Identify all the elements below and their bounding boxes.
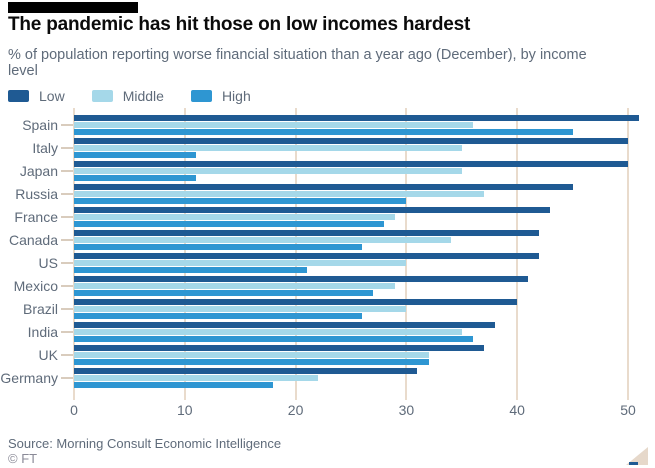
chart-row-italy: Italy — [0, 138, 655, 158]
bar-russia-low — [74, 184, 573, 190]
chart-subtitle: % of population reporting worse financia… — [8, 47, 587, 79]
x-axis-tick-label-20: 20 — [287, 402, 304, 418]
bar-us-high — [74, 267, 307, 273]
ft-credit: © FT — [8, 451, 38, 466]
bar-spain-high — [74, 129, 573, 135]
bar-spain-low — [74, 115, 640, 121]
bar-italy-high — [74, 152, 196, 158]
x-axis-tick-label-50: 50 — [620, 402, 636, 418]
bar-russia-middle — [74, 191, 484, 197]
y-axis-tick — [61, 377, 73, 379]
y-axis-tick — [61, 170, 73, 172]
bar-canada-low — [74, 230, 540, 236]
bar-canada-high — [74, 244, 363, 250]
bar-india-high — [74, 336, 473, 342]
legend-item-low: Low — [8, 88, 65, 104]
category-label: Spain — [22, 117, 58, 133]
bar-brazil-high — [74, 313, 363, 319]
resize-handle-mark-icon — [629, 462, 638, 465]
x-axis-tick-label-30: 30 — [398, 402, 415, 418]
chart-row-germany: Germany — [0, 368, 655, 388]
legend-swatch-high — [190, 90, 212, 102]
bar-chart: Spain Italy Japan Russia France Canada US Mexic… — [0, 108, 655, 400]
chart-row-canada: Canada — [0, 230, 655, 250]
bar-mexico-high — [74, 290, 374, 296]
bar-spain-middle — [74, 122, 473, 128]
bar-russia-high — [74, 198, 407, 204]
bar-japan-middle — [74, 168, 462, 174]
legend-swatch-middle — [91, 90, 113, 102]
legend-label: Middle — [122, 88, 164, 104]
chart-row-france: France — [0, 207, 655, 227]
brand-bar — [8, 2, 138, 13]
category-label: Germany — [0, 370, 58, 386]
bar-france-high — [74, 221, 385, 227]
bar-brazil-low — [74, 299, 518, 305]
y-axis-tick — [61, 193, 73, 195]
bar-france-middle — [74, 214, 396, 220]
category-label: US — [38, 255, 58, 271]
y-axis-tick — [61, 124, 73, 126]
bar-germany-high — [74, 382, 274, 388]
category-label: Russia — [15, 186, 58, 202]
bar-india-low — [74, 322, 496, 328]
y-axis-tick — [61, 262, 73, 264]
bar-germany-low — [74, 368, 418, 374]
gridline-50 — [627, 108, 629, 400]
category-label: Canada — [8, 232, 58, 248]
y-axis-tick — [61, 216, 73, 218]
bar-uk-middle — [74, 352, 429, 358]
legend: Low Middle High — [8, 88, 278, 104]
y-axis-tick — [61, 331, 73, 333]
bar-us-middle — [74, 260, 407, 266]
bar-brazil-middle — [74, 306, 407, 312]
bar-canada-middle — [74, 237, 451, 243]
chart-row-mexico: Mexico — [0, 276, 655, 296]
x-axis-tick-label-40: 40 — [509, 402, 525, 418]
bar-mexico-low — [74, 276, 529, 282]
category-label: Mexico — [13, 278, 58, 294]
chart-row-us: US — [0, 253, 655, 273]
category-label: Brazil — [22, 301, 58, 317]
bar-mexico-middle — [74, 283, 396, 289]
chart-row-brazil: Brazil — [0, 299, 655, 319]
chart-title: The pandemic has hit those on low income… — [8, 14, 471, 35]
category-label: UK — [38, 347, 58, 363]
legend-label: High — [221, 88, 251, 104]
category-label: India — [27, 324, 58, 340]
y-axis-tick — [61, 308, 73, 310]
legend-item-middle: Middle — [91, 88, 164, 104]
chart-row-uk: UK — [0, 345, 655, 365]
bar-india-middle — [74, 329, 462, 335]
bar-japan-high — [74, 175, 196, 181]
chart-row-india: India — [0, 322, 655, 342]
chart-row-russia: Russia — [0, 184, 655, 204]
category-label: France — [14, 209, 58, 225]
resize-handle-icon[interactable] — [626, 447, 648, 465]
category-label: Japan — [19, 163, 58, 179]
y-axis-tick — [61, 239, 73, 241]
source-line: Source: Morning Consult Economic Intelli… — [8, 436, 282, 451]
chart-row-japan: Japan — [0, 161, 655, 181]
legend-swatch-low — [8, 90, 29, 102]
bar-italy-low — [74, 138, 628, 144]
x-axis-tick-label-10: 10 — [177, 402, 193, 418]
legend-label: Low — [39, 88, 65, 104]
bar-uk-high — [74, 359, 429, 365]
legend-item-high: High — [190, 88, 251, 104]
bar-us-low — [74, 253, 540, 259]
bar-japan-low — [74, 161, 628, 167]
x-axis-tick-label-0: 0 — [70, 402, 78, 418]
bar-uk-low — [74, 345, 484, 351]
y-axis-tick — [61, 354, 73, 356]
bar-italy-middle — [74, 145, 462, 151]
chart-row-spain: Spain — [0, 115, 655, 135]
y-axis-tick — [61, 147, 73, 149]
y-axis-tick — [61, 285, 73, 287]
category-label: Italy — [32, 140, 58, 156]
bar-germany-middle — [74, 375, 318, 381]
bar-france-low — [74, 207, 551, 213]
